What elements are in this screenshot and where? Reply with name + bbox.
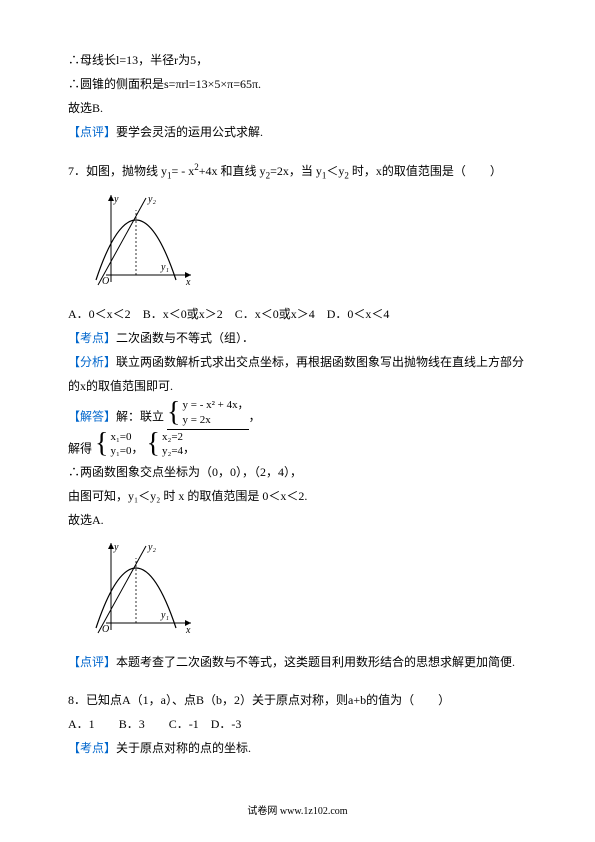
- sol1-top: x₁=0: [110, 430, 131, 444]
- q7-fenxi: 【分析】联立两函数解析式求出交点坐标，再根据函数图象写出抛物线在直线上方部分的x…: [68, 350, 527, 398]
- q8-kaodian: 【考点】关于原点对称的点的坐标.: [68, 736, 527, 760]
- q7-t1: 7．如图，抛物线 y: [68, 164, 167, 178]
- sys1-bot: y = 2x: [182, 413, 248, 427]
- pre-line-1: ∴母线长l=13，半径r为5，: [68, 48, 527, 72]
- svg-text:O: O: [102, 624, 109, 635]
- q8-options: A．1 B．3 C．-1 D．-3: [68, 712, 527, 736]
- pre-line-3: 故选B.: [68, 96, 527, 120]
- q7-t6: 时，x的取值范围是（ ）: [349, 164, 502, 178]
- q7-optA: A．0＜x＜2: [68, 307, 131, 321]
- svg-text:y₁: y₁: [160, 262, 169, 273]
- q7-range: 由图可知，y₁＜y₂ 时 x 的取值范围是 0＜x＜2.: [68, 484, 527, 508]
- comment-text: 要学会灵活的运用公式求解.: [116, 125, 263, 139]
- kd-text: 二次函数与不等式（组）．: [116, 331, 254, 345]
- svg-text:y₂: y₂: [147, 542, 156, 553]
- solution-1: { x₁=0 y₁=0: [95, 430, 132, 459]
- sol-period: ，: [183, 441, 195, 455]
- svg-text:y₁: y₁: [160, 610, 169, 621]
- q7-cross: ∴两函数图象交点坐标为（0，0），（2，4），: [68, 460, 527, 484]
- q8-optA: A．1: [68, 717, 95, 731]
- pre-comment: 【点评】要学会灵活的运用公式求解.: [68, 120, 527, 144]
- system-1: { y = - x² + 4x， y = 2x: [167, 398, 249, 430]
- sol1-bot: y₁=0: [110, 444, 131, 458]
- svg-text:x: x: [185, 277, 191, 288]
- q7-optC: C．x＜0或x＞4: [235, 307, 315, 321]
- q8-optB: B．3: [119, 717, 145, 731]
- jd-label: 【解答】: [68, 410, 116, 424]
- dp-label: 【点评】: [68, 655, 116, 669]
- jd2-text: 解得: [68, 441, 92, 455]
- q7-options: A．0＜x＜2 B．x＜0或x＞2 C．x＜0或x＞4 D．0＜x＜4: [68, 302, 527, 326]
- q7-optD: D．0＜x＜4: [327, 307, 390, 321]
- q7-dianping: 【点评】本题考查了二次函数与不等式，这类题目利用数形结合的思想求解更加简便.: [68, 650, 527, 674]
- sol2-bot: y₂=4: [162, 444, 183, 458]
- svg-text:O: O: [102, 276, 109, 287]
- pre-line-2: ∴圆锥的侧面积是s=πrl=13×5×π=65π.: [68, 72, 527, 96]
- q7-answer: 故选A.: [68, 508, 527, 532]
- sys1-top: y = - x² + 4x，: [182, 398, 248, 412]
- q7-optB: B．x＜0或x＞2: [143, 307, 223, 321]
- fx-label: 【分析】: [68, 355, 116, 369]
- q7-prompt: 7．如图，抛物线 y1= - x2+4x 和直线 y2=2x，当 y1＜y2 时…: [68, 158, 527, 184]
- q7-jieda-2: 解得 { x₁=0 y₁=0 ， { x₂=2 y₂=4 ，: [68, 430, 527, 460]
- q7-t3: +4x 和直线 y: [199, 164, 266, 178]
- svg-text:y₂: y₂: [147, 194, 156, 205]
- q8-optD: D．-3: [211, 717, 242, 731]
- fx-text: 联立两函数解析式求出交点坐标，再根据函数图象写出抛物线在直线上方部分的x的取值范…: [68, 355, 524, 393]
- svg-text:x: x: [185, 625, 191, 636]
- kd-label: 【考点】: [68, 331, 116, 345]
- q8-optC: C．-1: [169, 717, 199, 731]
- q7-figure-1: y x O y₂ y₁: [86, 190, 527, 296]
- q8-kd-text: 关于原点对称的点的坐标.: [116, 741, 251, 755]
- jd-text: 解：联立: [116, 410, 164, 424]
- dp-text: 本题考查了二次函数与不等式，这类题目利用数形结合的思想求解更加简便.: [116, 655, 515, 669]
- svg-text:y: y: [113, 194, 119, 205]
- q7-figure-2: y x O y₂ y₁: [86, 538, 527, 644]
- q7-kaodian: 【考点】二次函数与不等式（组）．: [68, 326, 527, 350]
- q7-t2: = - x: [172, 164, 195, 178]
- solution-2: { x₂=2 y₂=4: [147, 430, 184, 459]
- q7-t4: =2x，当 y: [270, 164, 322, 178]
- q8-kd-label: 【考点】: [68, 741, 116, 755]
- q7-jieda-1: 【解答】解：联立 { y = - x² + 4x， y = 2x ，: [68, 398, 527, 430]
- q8-prompt: 8．已知点A（1，a）、点B（b，2）关于原点对称，则a+b的值为（ ）: [68, 688, 527, 712]
- sol2-top: x₂=2: [162, 430, 183, 444]
- sol-comma: ，: [132, 441, 144, 455]
- page-footer: 试卷网 www.1z102.com: [0, 802, 595, 822]
- comment-label: 【点评】: [68, 125, 116, 139]
- q7-t5: ＜y: [326, 164, 344, 178]
- svg-text:y: y: [113, 542, 119, 553]
